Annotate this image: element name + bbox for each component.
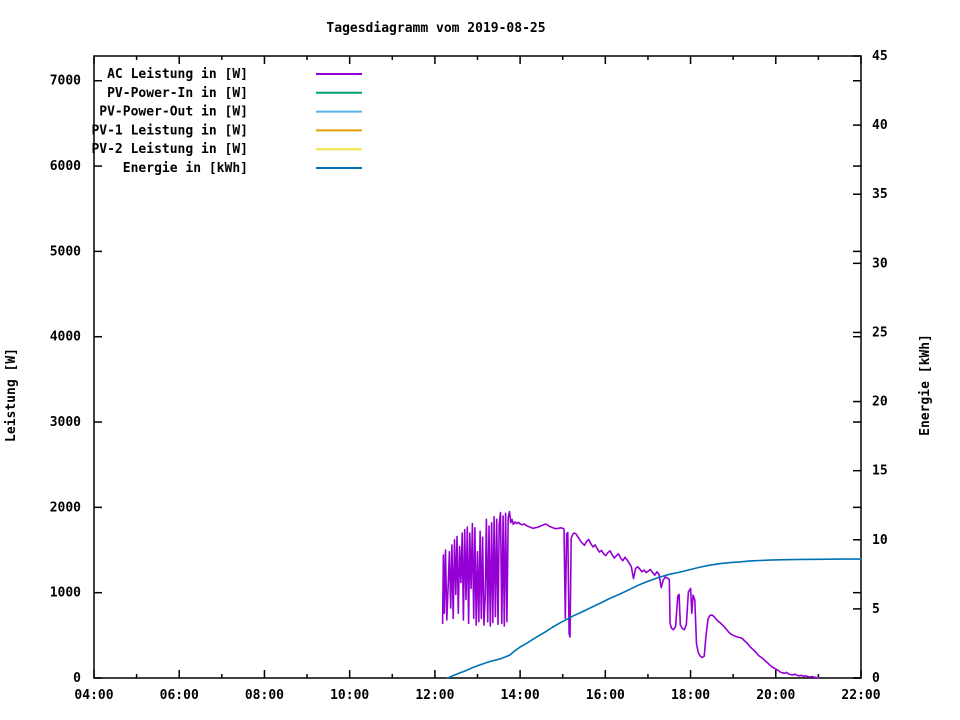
legend: AC Leistung in [W] PV-Power-In in [W] PV-P… bbox=[91, 67, 362, 176]
right-axis-tick-label: 0 bbox=[872, 671, 880, 686]
legend-label: Energie in [kWh] bbox=[123, 161, 248, 176]
left-axis-tick-label: 7000 bbox=[50, 74, 81, 89]
left-axis-tick-label: 4000 bbox=[50, 330, 81, 345]
left-axis-tick-label: 1000 bbox=[50, 586, 81, 601]
left-axis-tick-label: 6000 bbox=[50, 159, 81, 174]
axis-tick-labels: 04:00 06:00 08:00 10:00 12:00 14:00 16:00 18:00… bbox=[50, 49, 888, 703]
series-line-0 bbox=[441, 510, 820, 679]
right-axis-tick-label: 25 bbox=[872, 325, 888, 340]
series-lines bbox=[441, 510, 862, 679]
right-axis-tick-label: 45 bbox=[872, 49, 888, 64]
right-axis-tick-label: 40 bbox=[872, 118, 888, 133]
right-axis-tick-label: 10 bbox=[872, 533, 888, 548]
right-axis-title: Energie [kWh] bbox=[918, 334, 933, 436]
legend-label: PV-Power-Out in [W] bbox=[99, 105, 248, 120]
legend-label: AC Leistung in [W] bbox=[107, 67, 248, 82]
x-axis-tick-label: 12:00 bbox=[415, 688, 454, 703]
x-axis-tick-label: 08:00 bbox=[245, 688, 284, 703]
left-axis-tick-label: 3000 bbox=[50, 415, 81, 430]
left-axis-tick-label: 0 bbox=[73, 671, 81, 686]
right-axis-tick-label: 15 bbox=[872, 464, 888, 479]
x-axis-tick-label: 18:00 bbox=[671, 688, 710, 703]
right-axis-tick-label: 20 bbox=[872, 395, 888, 410]
legend-label: PV-1 Leistung in [W] bbox=[91, 123, 248, 138]
x-axis-tick-label: 14:00 bbox=[501, 688, 540, 703]
legend-label: PV-Power-In in [W] bbox=[107, 86, 248, 101]
series-line-5 bbox=[446, 558, 862, 679]
legend-label: PV-2 Leistung in [W] bbox=[91, 142, 248, 157]
left-axis-tick-label: 2000 bbox=[50, 500, 81, 515]
right-axis-tick-label: 35 bbox=[872, 187, 888, 202]
right-axis-tick-label: 30 bbox=[872, 256, 888, 271]
left-axis-tick-label: 5000 bbox=[50, 244, 81, 259]
x-axis-tick-label: 20:00 bbox=[756, 688, 795, 703]
left-axis-title: Leistung [W] bbox=[4, 348, 19, 442]
x-axis-tick-label: 06:00 bbox=[160, 688, 199, 703]
x-axis-tick-label: 04:00 bbox=[74, 688, 113, 703]
x-axis-tick-label: 10:00 bbox=[330, 688, 369, 703]
x-axis-tick-label: 16:00 bbox=[586, 688, 625, 703]
chart-title: Tagesdiagramm vom 2019-08-25 bbox=[326, 21, 545, 36]
axis-ticks bbox=[93, 55, 862, 679]
right-axis-tick-label: 5 bbox=[872, 602, 880, 617]
x-axis-tick-label: 22:00 bbox=[841, 688, 880, 703]
